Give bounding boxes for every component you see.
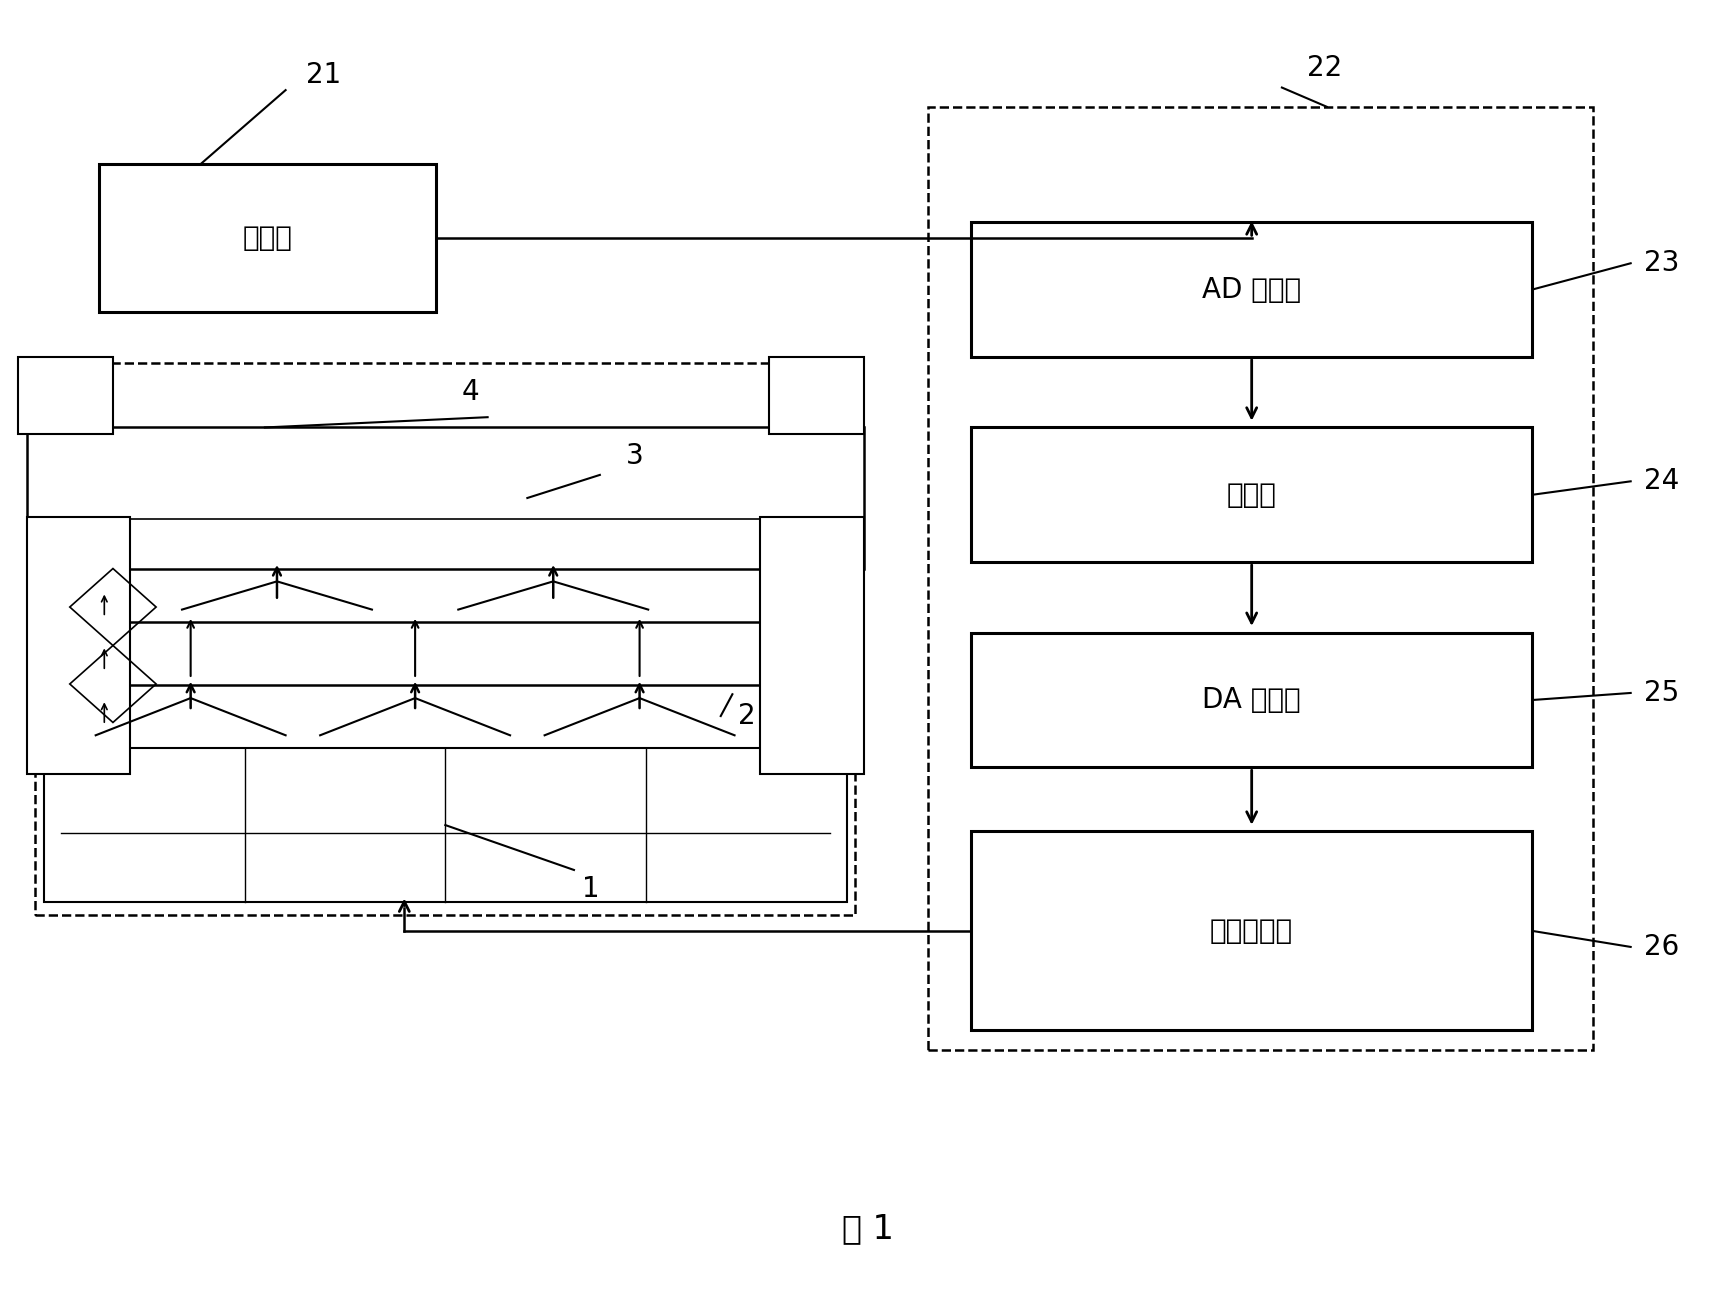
Bar: [43, 562, 109, 747]
Text: 24: 24: [1645, 467, 1679, 496]
Text: DA 转换卡: DA 转换卡: [1202, 686, 1301, 714]
Text: 4: 4: [462, 377, 479, 405]
Text: 伺服放大器: 伺服放大器: [1209, 917, 1293, 945]
Bar: [26, 518, 130, 773]
Text: 单片机: 单片机: [1227, 480, 1277, 509]
Bar: [35, 363, 855, 915]
Text: 25: 25: [1645, 679, 1679, 707]
Text: 传感器: 传感器: [243, 225, 293, 252]
Bar: [769, 356, 864, 434]
Bar: [928, 107, 1593, 1050]
Text: 26: 26: [1645, 933, 1679, 961]
Bar: [760, 518, 864, 773]
Bar: [972, 427, 1532, 562]
Text: 21: 21: [305, 61, 342, 89]
Bar: [43, 747, 847, 902]
Bar: [99, 164, 435, 312]
Text: 23: 23: [1645, 249, 1679, 278]
Bar: [972, 633, 1532, 767]
Text: 1: 1: [583, 875, 600, 904]
Text: 图 1: 图 1: [841, 1212, 894, 1246]
Bar: [972, 831, 1532, 1030]
Text: 2: 2: [737, 702, 755, 729]
Bar: [17, 356, 113, 434]
Text: AD 转换卡: AD 转换卡: [1202, 275, 1301, 303]
Bar: [777, 562, 843, 747]
Text: 3: 3: [626, 442, 644, 470]
Bar: [26, 427, 864, 568]
Bar: [972, 222, 1532, 356]
Text: 22: 22: [1308, 54, 1343, 83]
